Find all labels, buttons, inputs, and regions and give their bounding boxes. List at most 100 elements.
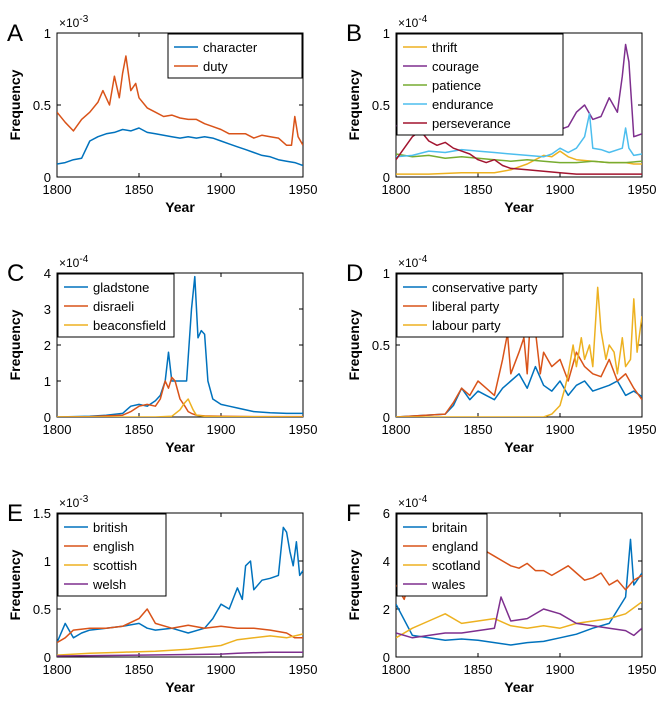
y-tick-label: 0.5 (33, 602, 51, 617)
y-axis-label: Frequency (346, 309, 362, 380)
panel-f: F ×10-4 1800 1850 1900 1950 0 2 4 6 Year Frequency b… (346, 494, 656, 695)
x-tick-label: 1950 (289, 422, 318, 437)
panel-c: C ×10-4 1800 1850 1900 1950 0 1 2 3 4 Year Frequency… (7, 254, 317, 455)
series-line-conservative-party (396, 365, 642, 417)
panel-letter: F (346, 500, 361, 527)
legend-entry: perseverance (432, 116, 511, 131)
series-line-disraeli (57, 376, 303, 417)
y-tick-label: 1.5 (33, 506, 51, 521)
series-line-welsh (57, 651, 303, 657)
y-tick-label: 0 (44, 650, 51, 665)
y-tick-label: 1 (383, 266, 390, 281)
series-line-perseverance (396, 130, 642, 175)
legend-entry: wales (431, 577, 466, 592)
legend-entry: courage (432, 59, 479, 74)
panel-letter: A (7, 20, 23, 47)
y-multiplier: ×10-4 (398, 494, 428, 510)
panel-letter: B (346, 20, 362, 47)
y-axis-label: Frequency (7, 549, 23, 620)
y-tick-label: 0 (383, 410, 390, 425)
series-line-english (57, 608, 303, 644)
x-tick-label: 1800 (43, 182, 72, 197)
y-tick-label: 2 (44, 338, 51, 353)
series-line-duty (57, 55, 303, 147)
legend-entry: patience (432, 78, 481, 93)
y-multiplier: ×10-4 (398, 14, 428, 30)
panel-a: A ×10-3 1800 1850 1900 1950 0 0.5 1 Year Frequency… (7, 14, 317, 215)
series-line-beaconsfield (57, 398, 303, 417)
y-tick-label: 4 (383, 554, 390, 569)
x-tick-label: 1800 (43, 422, 72, 437)
x-axis-label: Year (504, 439, 534, 455)
x-tick-label: 1950 (628, 662, 657, 677)
y-axis-label: Frequency (346, 549, 362, 620)
series-group (57, 275, 303, 417)
legend-entry: duty (203, 59, 228, 74)
legend-entry: conservative party (432, 280, 538, 295)
legend-entry: thrift (432, 40, 458, 55)
series-line-character (57, 127, 303, 167)
panel-letter: C (7, 260, 24, 287)
x-axis-label: Year (165, 199, 195, 215)
legend-entry: endurance (432, 97, 493, 112)
x-axis-label: Year (504, 679, 534, 695)
legend-entry: liberal party (432, 299, 500, 314)
series-line-scotland (396, 601, 642, 639)
x-tick-label: 1900 (546, 422, 575, 437)
x-tick-label: 1800 (382, 662, 411, 677)
x-tick-label: 1900 (546, 662, 575, 677)
y-multiplier: ×10-4 (398, 254, 428, 270)
legend-entry: england (432, 539, 478, 554)
y-multiplier: ×10-3 (59, 494, 89, 510)
x-tick-label: 1800 (43, 662, 72, 677)
x-tick-label: 1900 (546, 182, 575, 197)
series-line-labour-party (396, 286, 642, 417)
legend-entry: gladstone (93, 280, 149, 295)
y-tick-label: 1 (383, 26, 390, 41)
y-axis-label: Frequency (7, 309, 23, 380)
x-tick-label: 1950 (628, 422, 657, 437)
y-tick-label: 1 (44, 554, 51, 569)
y-tick-label: 0 (383, 650, 390, 665)
y-axis-label: Frequency (7, 69, 23, 140)
panel-d: D ×10-4 1800 1850 1900 1950 0 0.5 1 Year Frequency… (346, 254, 656, 455)
series-line-gladstone (57, 275, 303, 417)
y-tick-label: 2 (383, 602, 390, 617)
y-tick-label: 4 (44, 266, 51, 281)
x-tick-label: 1950 (289, 182, 318, 197)
y-multiplier: ×10-4 (59, 254, 89, 270)
y-tick-label: 3 (44, 302, 51, 317)
y-tick-label: 0 (44, 170, 51, 185)
legend-entry: english (93, 539, 134, 554)
legend-entry: british (93, 520, 128, 535)
series-line-patience (396, 153, 642, 164)
x-tick-label: 1850 (125, 422, 154, 437)
series-group (57, 55, 303, 167)
series-line-wales (396, 596, 642, 639)
y-tick-label: 6 (383, 506, 390, 521)
legend-entry: beaconsfield (93, 318, 166, 333)
legend-entry: scottish (93, 558, 137, 573)
y-tick-label: 0.5 (372, 98, 390, 113)
panel-letter: D (346, 260, 363, 287)
y-tick-label: 1 (44, 26, 51, 41)
legend-entry: labour party (432, 318, 501, 333)
x-tick-label: 1800 (382, 422, 411, 437)
legend-entry: disraeli (93, 299, 134, 314)
x-tick-label: 1900 (207, 182, 236, 197)
legend-entry: character (203, 40, 258, 55)
x-tick-label: 1850 (125, 662, 154, 677)
legend-box (167, 33, 303, 79)
legend-entry: welsh (92, 577, 126, 592)
x-tick-label: 1900 (207, 662, 236, 677)
x-tick-label: 1900 (207, 422, 236, 437)
legend-entry: britain (432, 520, 467, 535)
x-axis-label: Year (504, 199, 534, 215)
x-tick-label: 1800 (382, 182, 411, 197)
x-tick-label: 1950 (289, 662, 318, 677)
x-tick-label: 1850 (464, 182, 493, 197)
x-axis-label: Year (165, 439, 195, 455)
panel-e: E ×10-3 1800 1850 1900 1950 0 0.5 1 1.5 Year Freque… (7, 494, 317, 695)
x-axis-label: Year (165, 679, 195, 695)
